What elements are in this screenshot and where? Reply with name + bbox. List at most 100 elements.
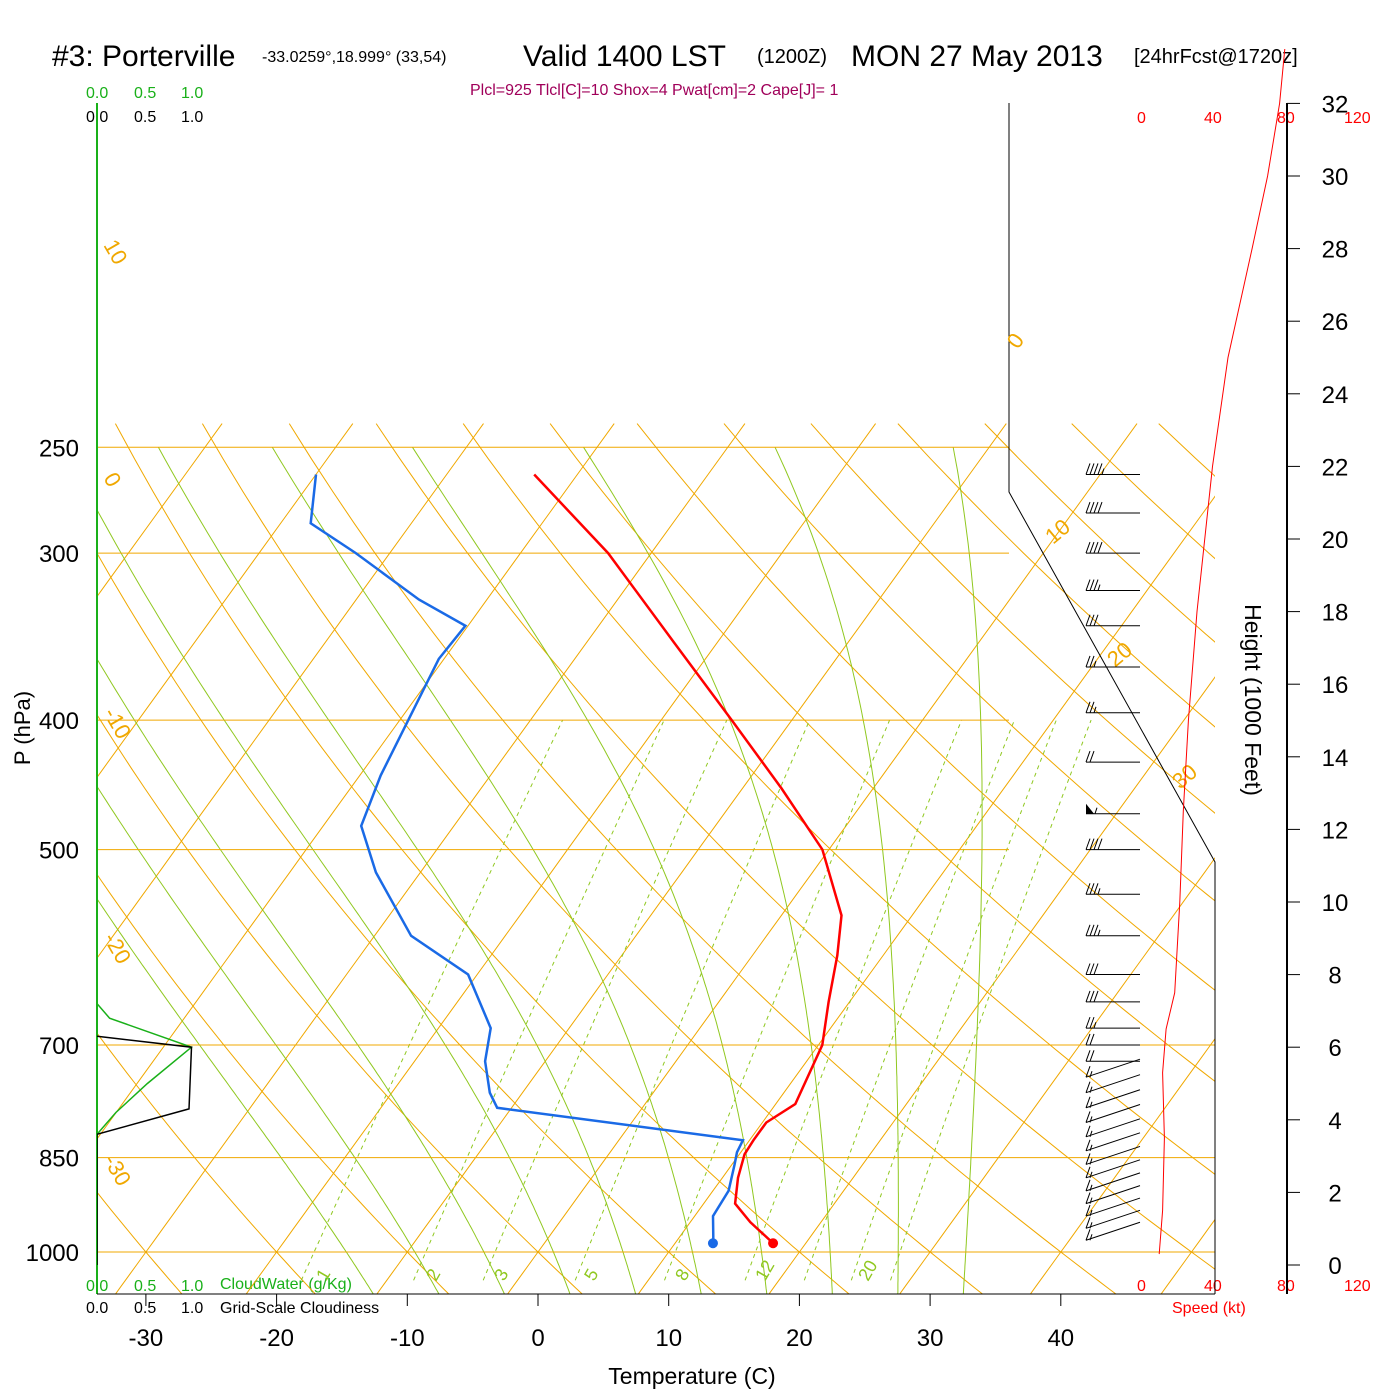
- wind-barb-staff: [1085, 1172, 1141, 1192]
- wind-barb-half-feather: [1094, 807, 1098, 814]
- pressure-tick-label: 1000: [26, 1240, 79, 1267]
- dry-adiabat-line: [375, 423, 1215, 1270]
- right-plot-edge: [1008, 103, 1216, 1294]
- mixing-ratio-line: [413, 719, 665, 1281]
- wind-barb-staff: [1085, 1103, 1141, 1123]
- wind-barb: [1085, 883, 1140, 895]
- isotherm-line: [376, 423, 1007, 1294]
- wind-barb-half-feather: [1089, 1171, 1093, 1178]
- height-tick-label: 20: [1322, 527, 1349, 554]
- wind-barb-feather: [1093, 541, 1099, 554]
- wind-barb-feather: [1085, 1139, 1091, 1151]
- wind-barb-half-feather: [1089, 1197, 1093, 1204]
- height-tick-label: 10: [1322, 890, 1349, 917]
- wind-barb: [1085, 541, 1140, 554]
- wind-barb-feather: [1089, 963, 1095, 975]
- wind-barb-half-feather: [1089, 1209, 1093, 1217]
- moist-adiabat-line: [157, 447, 637, 1294]
- wind-barb-half-feather: [1093, 1021, 1097, 1029]
- valid-time: Valid 1400 LST: [523, 40, 726, 73]
- dry-adiabat-line: [97, 873, 450, 1294]
- wind-barb-half-feather: [1097, 888, 1101, 895]
- isotherm-line: [899, 857, 1215, 1294]
- speed-tick-top-2: 80: [1277, 110, 1295, 127]
- dry-adiabat-line: [97, 552, 717, 1294]
- wind-barb: [1085, 1221, 1141, 1241]
- wind-barb: [1085, 1050, 1140, 1062]
- wind-barb: [1086, 803, 1140, 815]
- moist-adiabat-line: [952, 447, 983, 1294]
- moist-adiabat-line: [97, 658, 505, 1294]
- wind-barb-feather: [1085, 1096, 1091, 1108]
- wind-barb-staff: [1085, 1209, 1141, 1229]
- cloudiness-tick-bottom-0: 0.0: [86, 1300, 109, 1317]
- wind-barb: [1085, 990, 1140, 1003]
- wind-barb-feather: [1085, 1050, 1091, 1062]
- wind-barb-half-feather: [1089, 1101, 1093, 1108]
- wind-barb-feather: [1089, 579, 1095, 591]
- y2-axis-title: Height (1000 Feet): [1240, 604, 1266, 796]
- x-tick-label: 0: [531, 1325, 544, 1352]
- height-tick-label: 30: [1322, 164, 1349, 191]
- wind-barb-feather: [1085, 1033, 1091, 1046]
- cloudiness-profile: [97, 1035, 193, 1265]
- wind-barb-staff: [1085, 1118, 1141, 1138]
- wind-barb-feather: [1089, 990, 1095, 1003]
- moist-adiabat-lines: [97, 447, 983, 1294]
- mixing-ratio-line: [300, 719, 564, 1281]
- station-coords: -33.0259°,18.999° (33,54): [262, 49, 447, 66]
- wind-barb-feather: [1089, 924, 1095, 936]
- cloudiness-tick-top-2: 1.0: [181, 109, 204, 126]
- mixing-ratio-label: 3: [490, 1265, 512, 1284]
- pressure-tick-label: 850: [39, 1146, 79, 1173]
- wind-barb-half-feather: [1093, 706, 1097, 713]
- wind-barb-staff: [1085, 1221, 1141, 1241]
- wind-barb-pennant: [1086, 803, 1094, 814]
- cloudwater-label: CloudWater (g/Kg): [220, 1276, 352, 1293]
- height-tick-label: 6: [1328, 1035, 1341, 1062]
- wind-barb-staff: [1085, 1132, 1141, 1152]
- pressure-tick-label: 300: [39, 541, 79, 568]
- wind-barb-feather: [1085, 1179, 1091, 1192]
- wind-barb: [1085, 501, 1140, 514]
- wind-barb-feather: [1093, 838, 1099, 850]
- wind-barb-feather: [1093, 614, 1099, 626]
- wind-barb-feather: [1085, 1192, 1091, 1204]
- wind-barb-half-feather: [1089, 1144, 1093, 1151]
- wind-barb-feather: [1085, 1081, 1091, 1093]
- wind-barb: [1085, 701, 1140, 714]
- cloudwater-tick-bottom-2: 1.0: [181, 1278, 204, 1295]
- moist-adiabat-line: [271, 447, 702, 1294]
- pressure-tick-label: 500: [39, 838, 79, 865]
- wind-barb-feather: [1089, 501, 1095, 514]
- wind-barb-feather: [1089, 655, 1095, 668]
- station-title: #3: Porterville: [52, 40, 236, 73]
- wind-barb-feather: [1085, 1111, 1091, 1123]
- x-axis-title: Temperature (C): [608, 1363, 775, 1389]
- moist-adiabat-line: [583, 447, 833, 1294]
- wind-barb: [1085, 655, 1140, 668]
- height-tick-label: 14: [1322, 745, 1349, 772]
- wind-barb-feather: [1085, 701, 1091, 713]
- height-tick-label: 32: [1322, 91, 1349, 118]
- wind-barb: [1085, 1074, 1141, 1094]
- wind-barb-feather: [1097, 541, 1103, 554]
- mixing-ratio-label: 12: [751, 1257, 778, 1284]
- wind-barb-feather: [1085, 501, 1091, 514]
- wind-barb: [1085, 1172, 1141, 1192]
- moist-adiabat-line: [97, 508, 571, 1294]
- dry-adiabat-line: [636, 423, 1215, 991]
- height-tick-label: 22: [1322, 454, 1349, 481]
- isotherm-label: 0: [99, 468, 127, 491]
- y-axis-title: P (hPa): [10, 691, 35, 765]
- wind-barb-staff: [1085, 1089, 1141, 1109]
- cloudwater-tick-bottom-1: 0.5: [134, 1278, 157, 1295]
- wind-barb-feather: [1085, 579, 1091, 591]
- wind-barb-feather: [1089, 701, 1095, 713]
- wind-barb-feather: [1085, 1217, 1091, 1229]
- wind-barb: [1085, 463, 1140, 475]
- wind-barb: [1085, 924, 1140, 937]
- wind-barb-feather: [1085, 1166, 1091, 1178]
- plot-frame: [96, 103, 1288, 1295]
- wind-barb-staff: [1085, 1197, 1141, 1217]
